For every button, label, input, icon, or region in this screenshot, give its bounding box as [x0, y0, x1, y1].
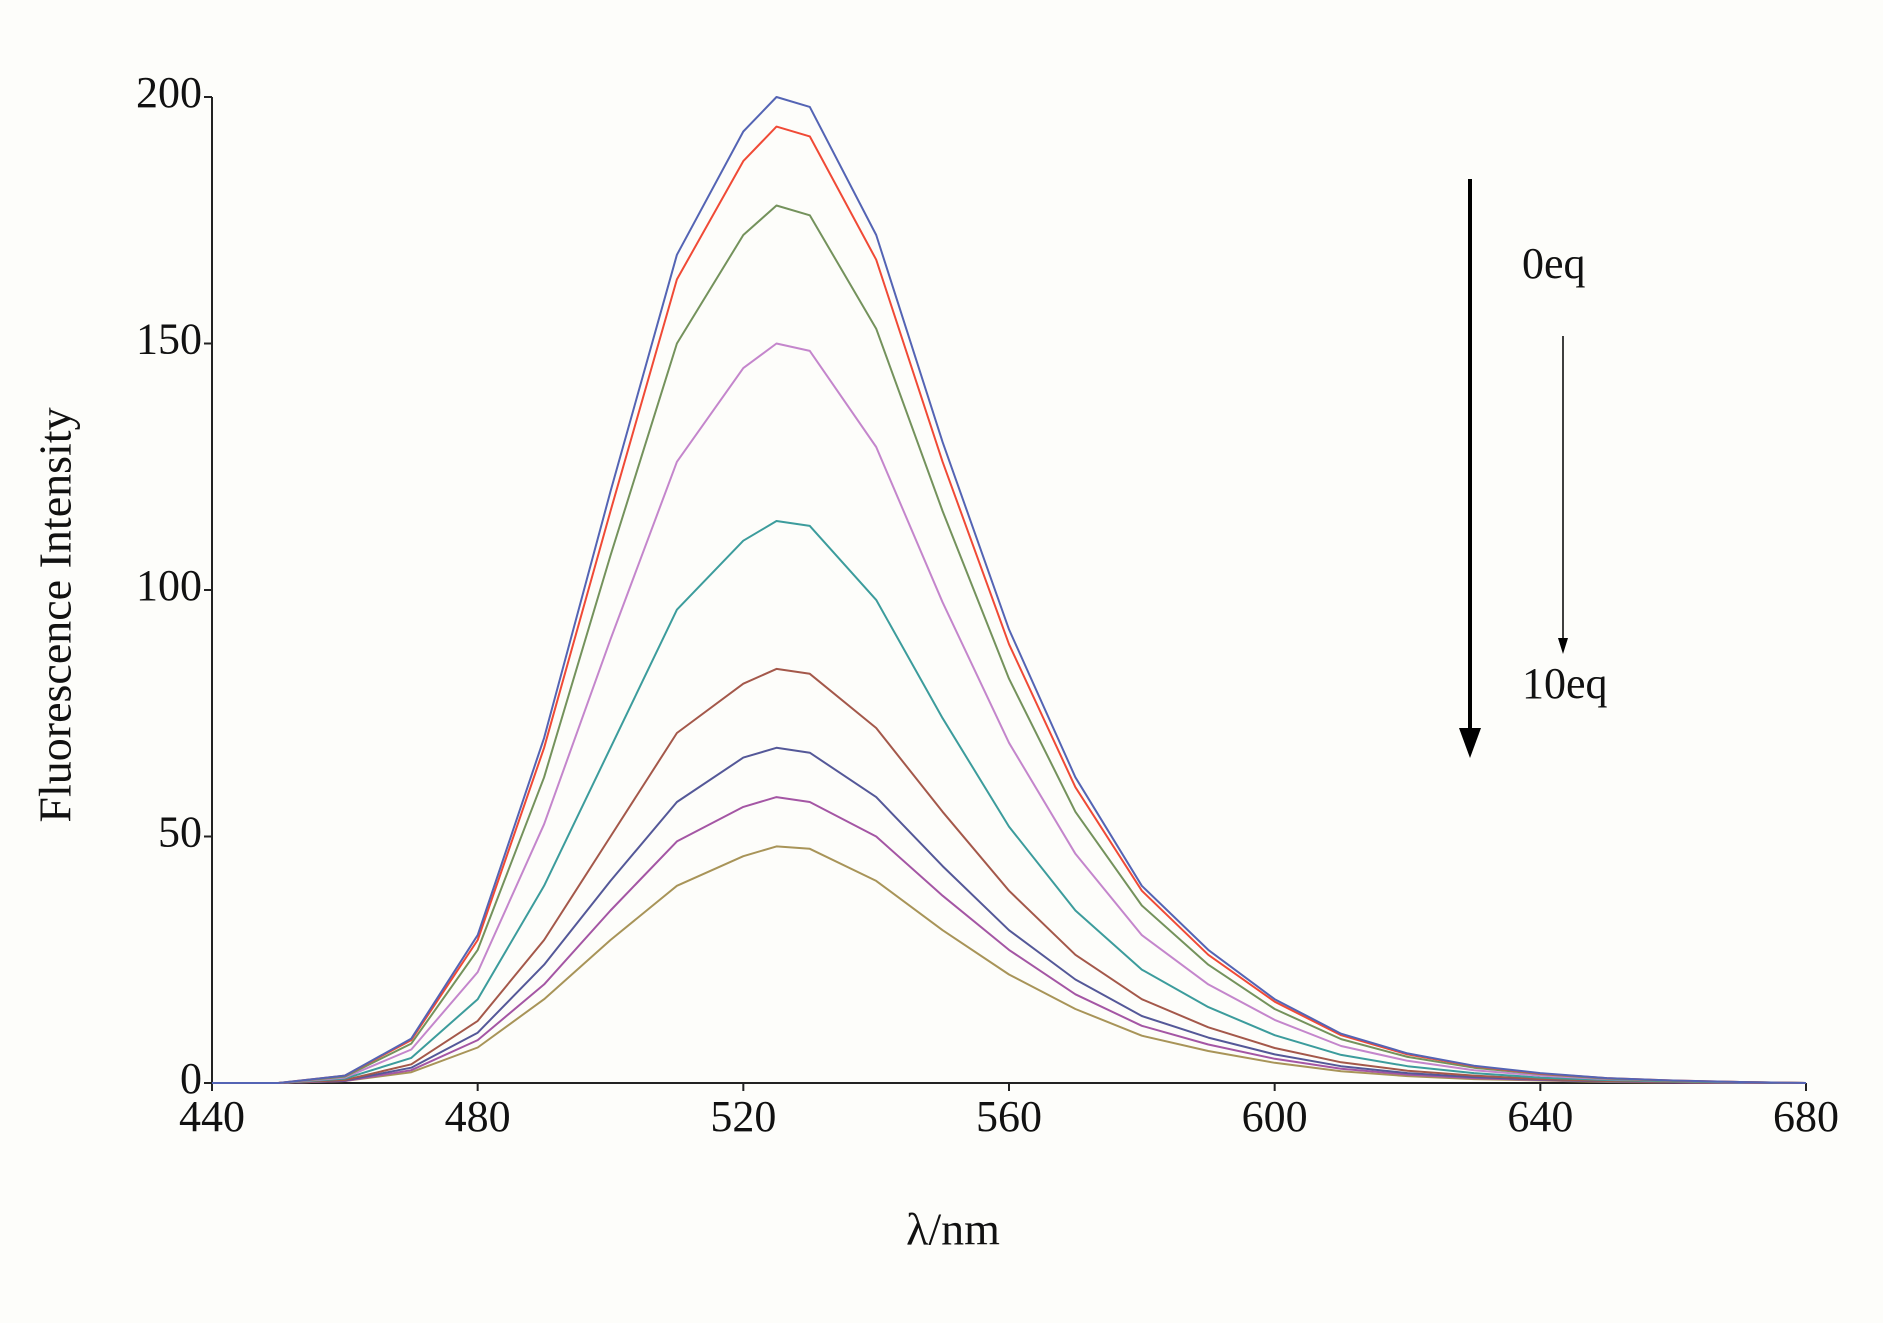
annotation: 0eq	[1522, 239, 1586, 288]
spectrum-line	[212, 520, 1807, 1084]
x-tick-label: 480	[445, 1092, 511, 1141]
y-tick-label: 200	[136, 68, 202, 117]
x-tick-label: 560	[976, 1092, 1042, 1141]
x-tick-label: 680	[1773, 1092, 1839, 1141]
x-tick-label: 440	[179, 1092, 245, 1141]
spectrum-line	[212, 796, 1806, 1084]
spectrum-line	[212, 342, 1807, 1084]
x-tick-label: 640	[1507, 1092, 1573, 1141]
x-tick-label: 520	[710, 1092, 776, 1141]
x-tick-label: 600	[1242, 1092, 1308, 1141]
y-axis-label: Fluorescence Intensity	[30, 407, 81, 822]
spectrum-line	[212, 667, 1807, 1084]
y-tick-label: 100	[136, 561, 202, 610]
spectrum-line	[212, 96, 1807, 1084]
y-tick-label: 150	[136, 315, 202, 364]
annotation: 10eq	[1522, 659, 1608, 708]
small-arrow-head	[1558, 638, 1568, 654]
y-tick-label: 50	[158, 808, 202, 857]
x-axis-label: λ/nm	[906, 1204, 1000, 1255]
y-tick-label: 0	[180, 1054, 202, 1103]
big-arrow-head	[1459, 728, 1481, 758]
spectrum-line	[212, 746, 1807, 1084]
